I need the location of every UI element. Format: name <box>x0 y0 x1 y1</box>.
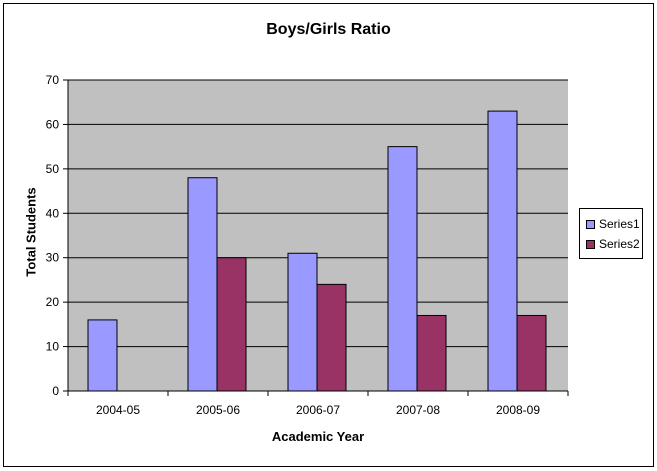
y-tick-label: 40 <box>46 206 60 220</box>
y-tick-label: 60 <box>46 117 60 131</box>
x-axis-label: Academic Year <box>271 429 365 444</box>
bar-series1-2006-07 <box>287 252 318 392</box>
y-tick-label: 0 <box>52 384 59 398</box>
chart-title: Boys/Girls Ratio <box>266 21 391 38</box>
bar-series2-2008-09 <box>516 314 547 392</box>
bar-series1-2007-08 <box>387 146 418 392</box>
y-tick-label: 20 <box>46 295 60 309</box>
legend-label-series2: Series2 <box>599 237 640 251</box>
bar-series1-2008-09 <box>487 110 518 392</box>
legend-item-series2: Series2 <box>586 237 640 251</box>
legend-label-series1: Series1 <box>599 217 640 231</box>
bar-series2-2005-06 <box>216 257 247 392</box>
x-tick-label: 2007-08 <box>396 403 440 417</box>
legend-swatch-series1 <box>586 219 595 229</box>
y-tick-label: 10 <box>46 340 60 354</box>
x-tick-label: 2006-07 <box>296 403 340 417</box>
legend-item-series1: Series1 <box>586 217 640 231</box>
x-tick-label: 2005-06 <box>196 403 240 417</box>
bar-series1-2004-05 <box>87 319 118 392</box>
y-tick-label: 30 <box>46 251 60 265</box>
x-tick-label: 2008-09 <box>496 403 540 417</box>
bar-series2-2007-08 <box>416 314 447 392</box>
y-tick-label: 50 <box>46 162 60 176</box>
x-tick-label: 2004-05 <box>96 403 140 417</box>
legend-swatch-series2 <box>586 239 595 249</box>
bar-series1-2005-06 <box>187 177 218 392</box>
y-tick-label: 70 <box>46 73 60 87</box>
legend: Series1 Series2 <box>579 208 643 259</box>
bar-series2-2006-07 <box>316 283 347 392</box>
